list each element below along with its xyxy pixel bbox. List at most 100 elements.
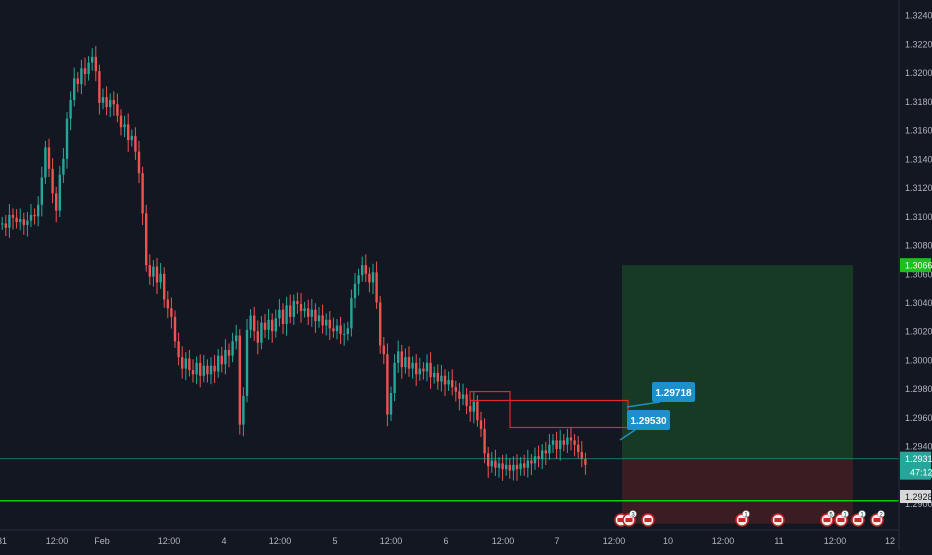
candle [537, 445, 540, 468]
candle [555, 431, 558, 459]
price-tick-label: 1.32400 [905, 11, 932, 21]
candle-body [220, 355, 223, 365]
candle [346, 321, 349, 341]
candle [148, 254, 151, 285]
candle [436, 364, 439, 390]
time-tick-label: 7 [554, 536, 559, 546]
candle-body [55, 193, 58, 211]
candle [137, 140, 141, 184]
event-marker [641, 513, 655, 527]
candle [235, 324, 238, 350]
candle-body [454, 387, 457, 392]
candle-body [508, 464, 511, 471]
candle [127, 113, 130, 152]
candle-body [451, 380, 454, 388]
candle-body [314, 309, 317, 322]
candle-body [317, 315, 321, 322]
candle-body [469, 405, 472, 412]
time-tick-label: 12:00 [46, 536, 69, 546]
candle-body [152, 266, 155, 277]
candle-body [497, 463, 501, 468]
candle [62, 148, 65, 183]
candle [472, 390, 475, 424]
candle [47, 138, 51, 178]
candle-body [533, 456, 537, 464]
candle [458, 382, 461, 411]
time-tick-label: 12:00 [603, 536, 626, 546]
time-tick-label: 12:00 [269, 536, 292, 546]
candle [400, 344, 403, 379]
event-marker: 1 [851, 510, 866, 527]
candle-body [289, 305, 292, 317]
candle [339, 316, 342, 345]
candle [87, 56, 90, 81]
candle-body [235, 335, 238, 342]
candle-body [1, 223, 4, 225]
candle [332, 317, 335, 338]
candle-body [501, 463, 504, 470]
candle-body [213, 365, 216, 372]
candle [577, 436, 580, 459]
candle [382, 336, 385, 365]
candle [11, 208, 15, 230]
price-tick-label: 1.29600 [905, 413, 932, 423]
candle [530, 454, 533, 476]
candle-body [281, 309, 285, 325]
candle-body [91, 56, 94, 63]
candle-body [274, 318, 277, 332]
candle [209, 357, 213, 385]
candle-body [253, 315, 256, 332]
price-tick-label: 1.31200 [905, 183, 932, 193]
callout-label: 1.29530 [630, 416, 667, 427]
price-tick-label: 1.29000 [905, 499, 932, 509]
candle [58, 166, 61, 218]
candle [461, 383, 465, 406]
candle-body [263, 322, 267, 330]
candle [220, 347, 223, 373]
candle-body [58, 174, 61, 211]
candle [292, 294, 295, 326]
candle [551, 433, 555, 453]
marker-count-bg [827, 510, 835, 518]
candle [134, 127, 137, 160]
candle-body [407, 357, 411, 369]
candle-body [361, 265, 364, 276]
candle [386, 343, 389, 427]
candle-body [112, 99, 115, 105]
candle-body [458, 391, 461, 399]
price-tick-label: 1.31600 [905, 126, 932, 136]
candle-body [256, 331, 259, 343]
candle [112, 91, 115, 116]
candle [407, 346, 411, 377]
candle [317, 306, 321, 328]
candle-body [433, 372, 436, 378]
callout-label: 1.29718 [655, 388, 692, 399]
time-tick-label: Feb [94, 536, 110, 546]
candle-body [512, 464, 515, 471]
candle-body [303, 308, 306, 312]
marker-count: 3 [631, 513, 635, 519]
candle-body [26, 220, 29, 225]
candle [249, 308, 252, 338]
candle [469, 397, 472, 422]
candle-body [443, 375, 447, 385]
candle [253, 306, 256, 342]
candle-body [127, 124, 130, 141]
time-tick-label: 12:00 [380, 536, 403, 546]
candle [98, 64, 101, 115]
candle-body [296, 301, 299, 304]
candle-body [148, 265, 151, 277]
candle [310, 298, 313, 327]
candle-body [544, 450, 547, 454]
price-tick-label: 1.30600 [905, 269, 932, 279]
candle [494, 449, 497, 476]
candle [375, 261, 378, 309]
candle-body [465, 394, 468, 406]
candle-body [177, 341, 180, 358]
candle [541, 444, 544, 470]
candle [109, 93, 112, 118]
candle-body [195, 362, 198, 375]
candle [159, 263, 162, 289]
